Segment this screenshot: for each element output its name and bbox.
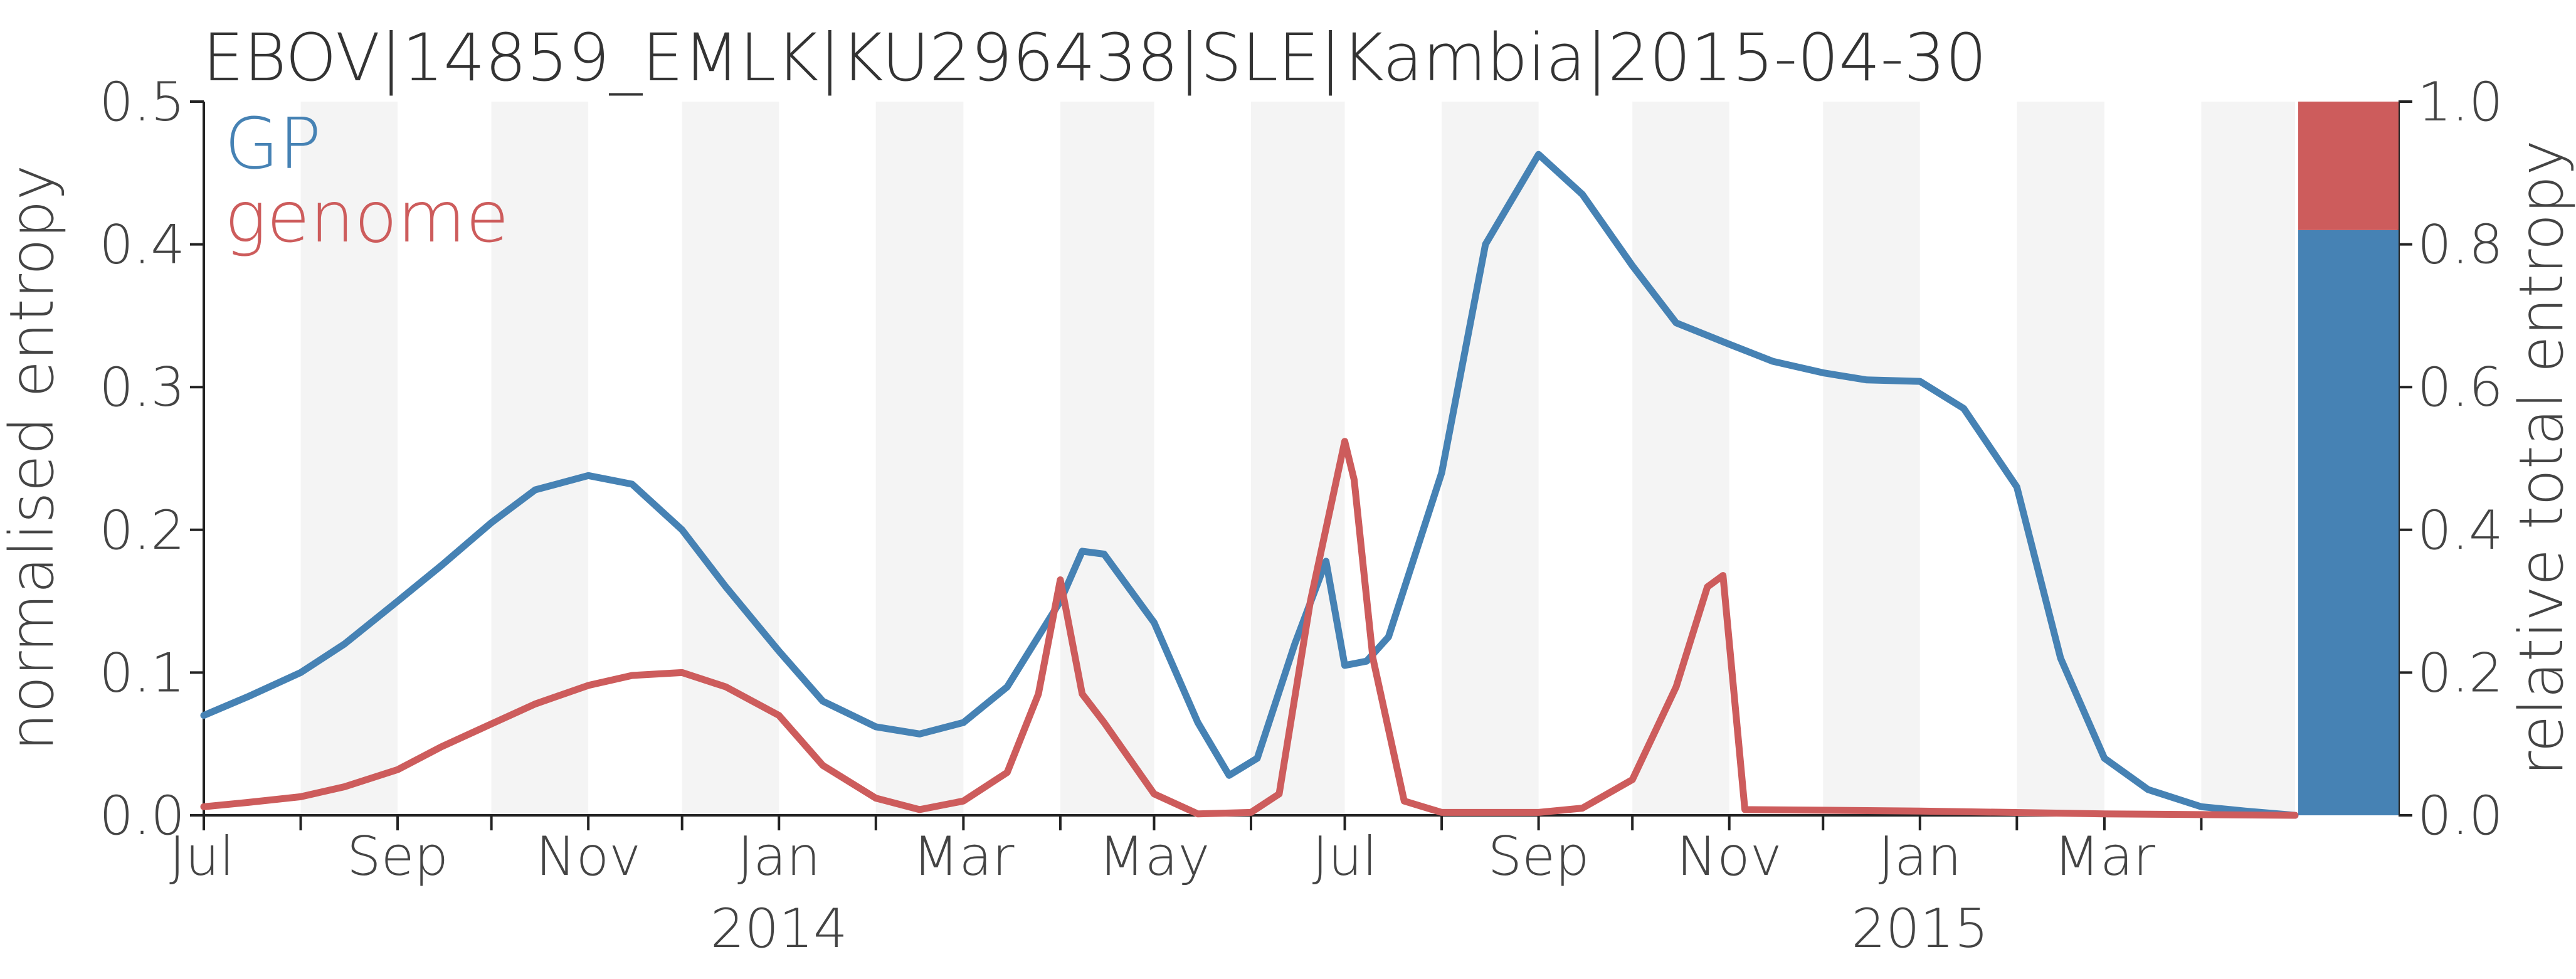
y-right-tick-label-3: 0.6 — [2417, 356, 2503, 419]
y-tick-label-3: 0.3 — [99, 356, 185, 419]
month-band-9 — [2017, 102, 2104, 815]
month-band-5 — [1250, 102, 1345, 815]
y-ticks-right: 0.0 0.2 0.4 0.6 0.8 1.0 — [2399, 71, 2503, 847]
y-right-tick-label-2: 0.4 — [2417, 499, 2503, 562]
month-band-0 — [300, 102, 398, 815]
x-year-label-0: 2014 — [710, 897, 848, 960]
stacked-bar-segment-genome — [2298, 102, 2399, 230]
x-tick-label-8: Nov — [1677, 825, 1782, 888]
y-tick-label-2: 0.2 — [99, 499, 185, 562]
x-tick-label-4: Mar — [912, 825, 1015, 888]
y-tick-label-1: 0.1 — [99, 642, 185, 704]
x-tick-label-7: Sep — [1488, 825, 1590, 888]
series-line-genome — [200, 438, 2299, 819]
month-band-6 — [1442, 102, 1539, 815]
x-year-label-1: 2015 — [1851, 897, 1988, 960]
stacked-bar-segment-gp — [2298, 230, 2399, 816]
chart-title: EBOV|14859_EMLK|KU296438|SLE|Kambia|2015… — [203, 19, 1987, 96]
x-tick-label-1: Sep — [347, 825, 448, 888]
month-band-4 — [1060, 102, 1154, 815]
x-tick-label-2: Nov — [536, 825, 641, 888]
x-ticks: Jul Sep Nov Jan Mar May Jul Sep Nov Jan Mar 2014 201… — [169, 815, 2203, 960]
x-tick-label-0: Jul — [169, 825, 235, 888]
x-tick-label-9: Jan — [1879, 825, 1962, 888]
month-band-2 — [682, 102, 779, 815]
x-tick-label-10: Mar — [2054, 825, 2156, 888]
y-axis-label-right: relative total entropy — [2506, 140, 2576, 776]
y-right-tick-label-0: 0.0 — [2417, 785, 2503, 847]
x-tick-label-6: Jul — [1312, 825, 1378, 888]
month-bands — [300, 102, 2295, 815]
series-line-gp — [200, 151, 2299, 819]
legend-label-gp: GP — [224, 103, 321, 185]
month-band-3 — [875, 102, 964, 815]
y-ticks: 0.0 0.1 0.2 0.3 0.4 0.5 — [99, 71, 204, 847]
month-band-7 — [1632, 102, 1729, 815]
y-tick-label-0: 0.0 — [99, 785, 185, 847]
y-right-tick-label-4: 0.8 — [2417, 214, 2503, 277]
series-lines — [200, 151, 2299, 819]
y-right-tick-label-1: 0.2 — [2417, 642, 2503, 704]
y-right-tick-label-5: 1.0 — [2417, 71, 2503, 134]
month-band-10 — [2201, 102, 2295, 815]
month-band-1 — [491, 102, 589, 815]
x-tick-label-5: May — [1099, 825, 1210, 888]
y-tick-label-5: 0.5 — [99, 71, 185, 134]
stacked-bar — [2298, 102, 2399, 816]
month-band-8 — [1823, 102, 1920, 815]
y-tick-label-4: 0.4 — [99, 214, 185, 277]
x-tick-label-3: Jan — [737, 825, 821, 888]
legend-label-genome: genome — [224, 177, 509, 258]
y-axis-label: normalised entropy — [0, 165, 67, 751]
